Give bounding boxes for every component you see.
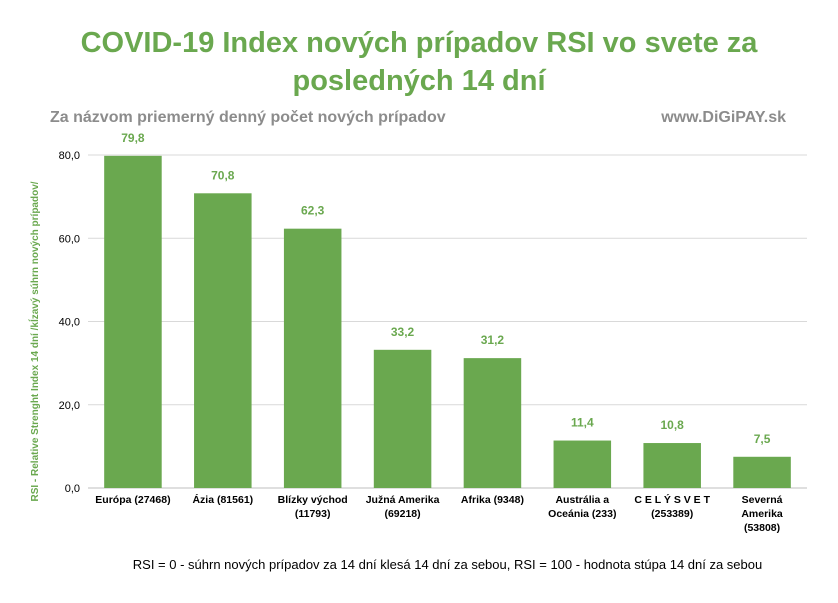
- data-label-0: 79,8: [121, 131, 145, 145]
- y-tick-label-2: 40,0: [59, 317, 80, 329]
- category-label-2: Blízky východ (11793): [278, 494, 348, 520]
- category-label-4: Afrika (9348): [461, 494, 524, 506]
- data-label-2: 62,3: [301, 204, 325, 218]
- data-label-4: 31,2: [481, 333, 505, 347]
- category-label-1: Ázia (81561): [192, 493, 253, 506]
- y-tick-label-4: 80,0: [59, 150, 80, 162]
- y-tick-label-1: 20,0: [59, 400, 80, 412]
- category-label-3: Južná Amerika (69218): [366, 494, 440, 520]
- data-label-1: 70,8: [211, 168, 235, 182]
- data-label-5: 11,4: [571, 416, 594, 430]
- data-label-3: 33,2: [391, 325, 415, 339]
- category-label-7: Severná Amerika (53808): [741, 494, 783, 534]
- bar-4: [463, 358, 522, 488]
- bar-0: [104, 155, 162, 488]
- bar-2: [283, 228, 342, 488]
- category-label-6: C E L Ý S V E T (253389): [634, 493, 710, 520]
- category-label-5: Austrália a Oceánia (233): [548, 494, 616, 520]
- chart-subtitle: Za názvom priemerný denný počet nových p…: [50, 109, 446, 126]
- y-tick-label-0: 0,0: [65, 483, 80, 495]
- bar-7: [733, 456, 791, 488]
- chart-title: COVID-19 Index nových prípadov RSI vo sv…: [80, 27, 758, 97]
- source-label: www.DiGiPAY.sk: [661, 109, 786, 126]
- chart-footnote: RSI = 0 - súhrn nových prípadov za 14 dn…: [132, 557, 763, 572]
- y-axis-label: RSI - Relative Strenght Index 14 dní /kĺ…: [27, 181, 41, 501]
- data-label-6: 10,8: [661, 418, 685, 432]
- category-label-0: Európa (27468): [95, 494, 170, 506]
- y-tick-label-3: 60,0: [59, 233, 80, 245]
- data-label-7: 7,5: [754, 432, 771, 446]
- bar-6: [643, 443, 701, 488]
- bar-5: [553, 440, 612, 488]
- bar-3: [373, 349, 432, 488]
- bar-1: [194, 193, 252, 489]
